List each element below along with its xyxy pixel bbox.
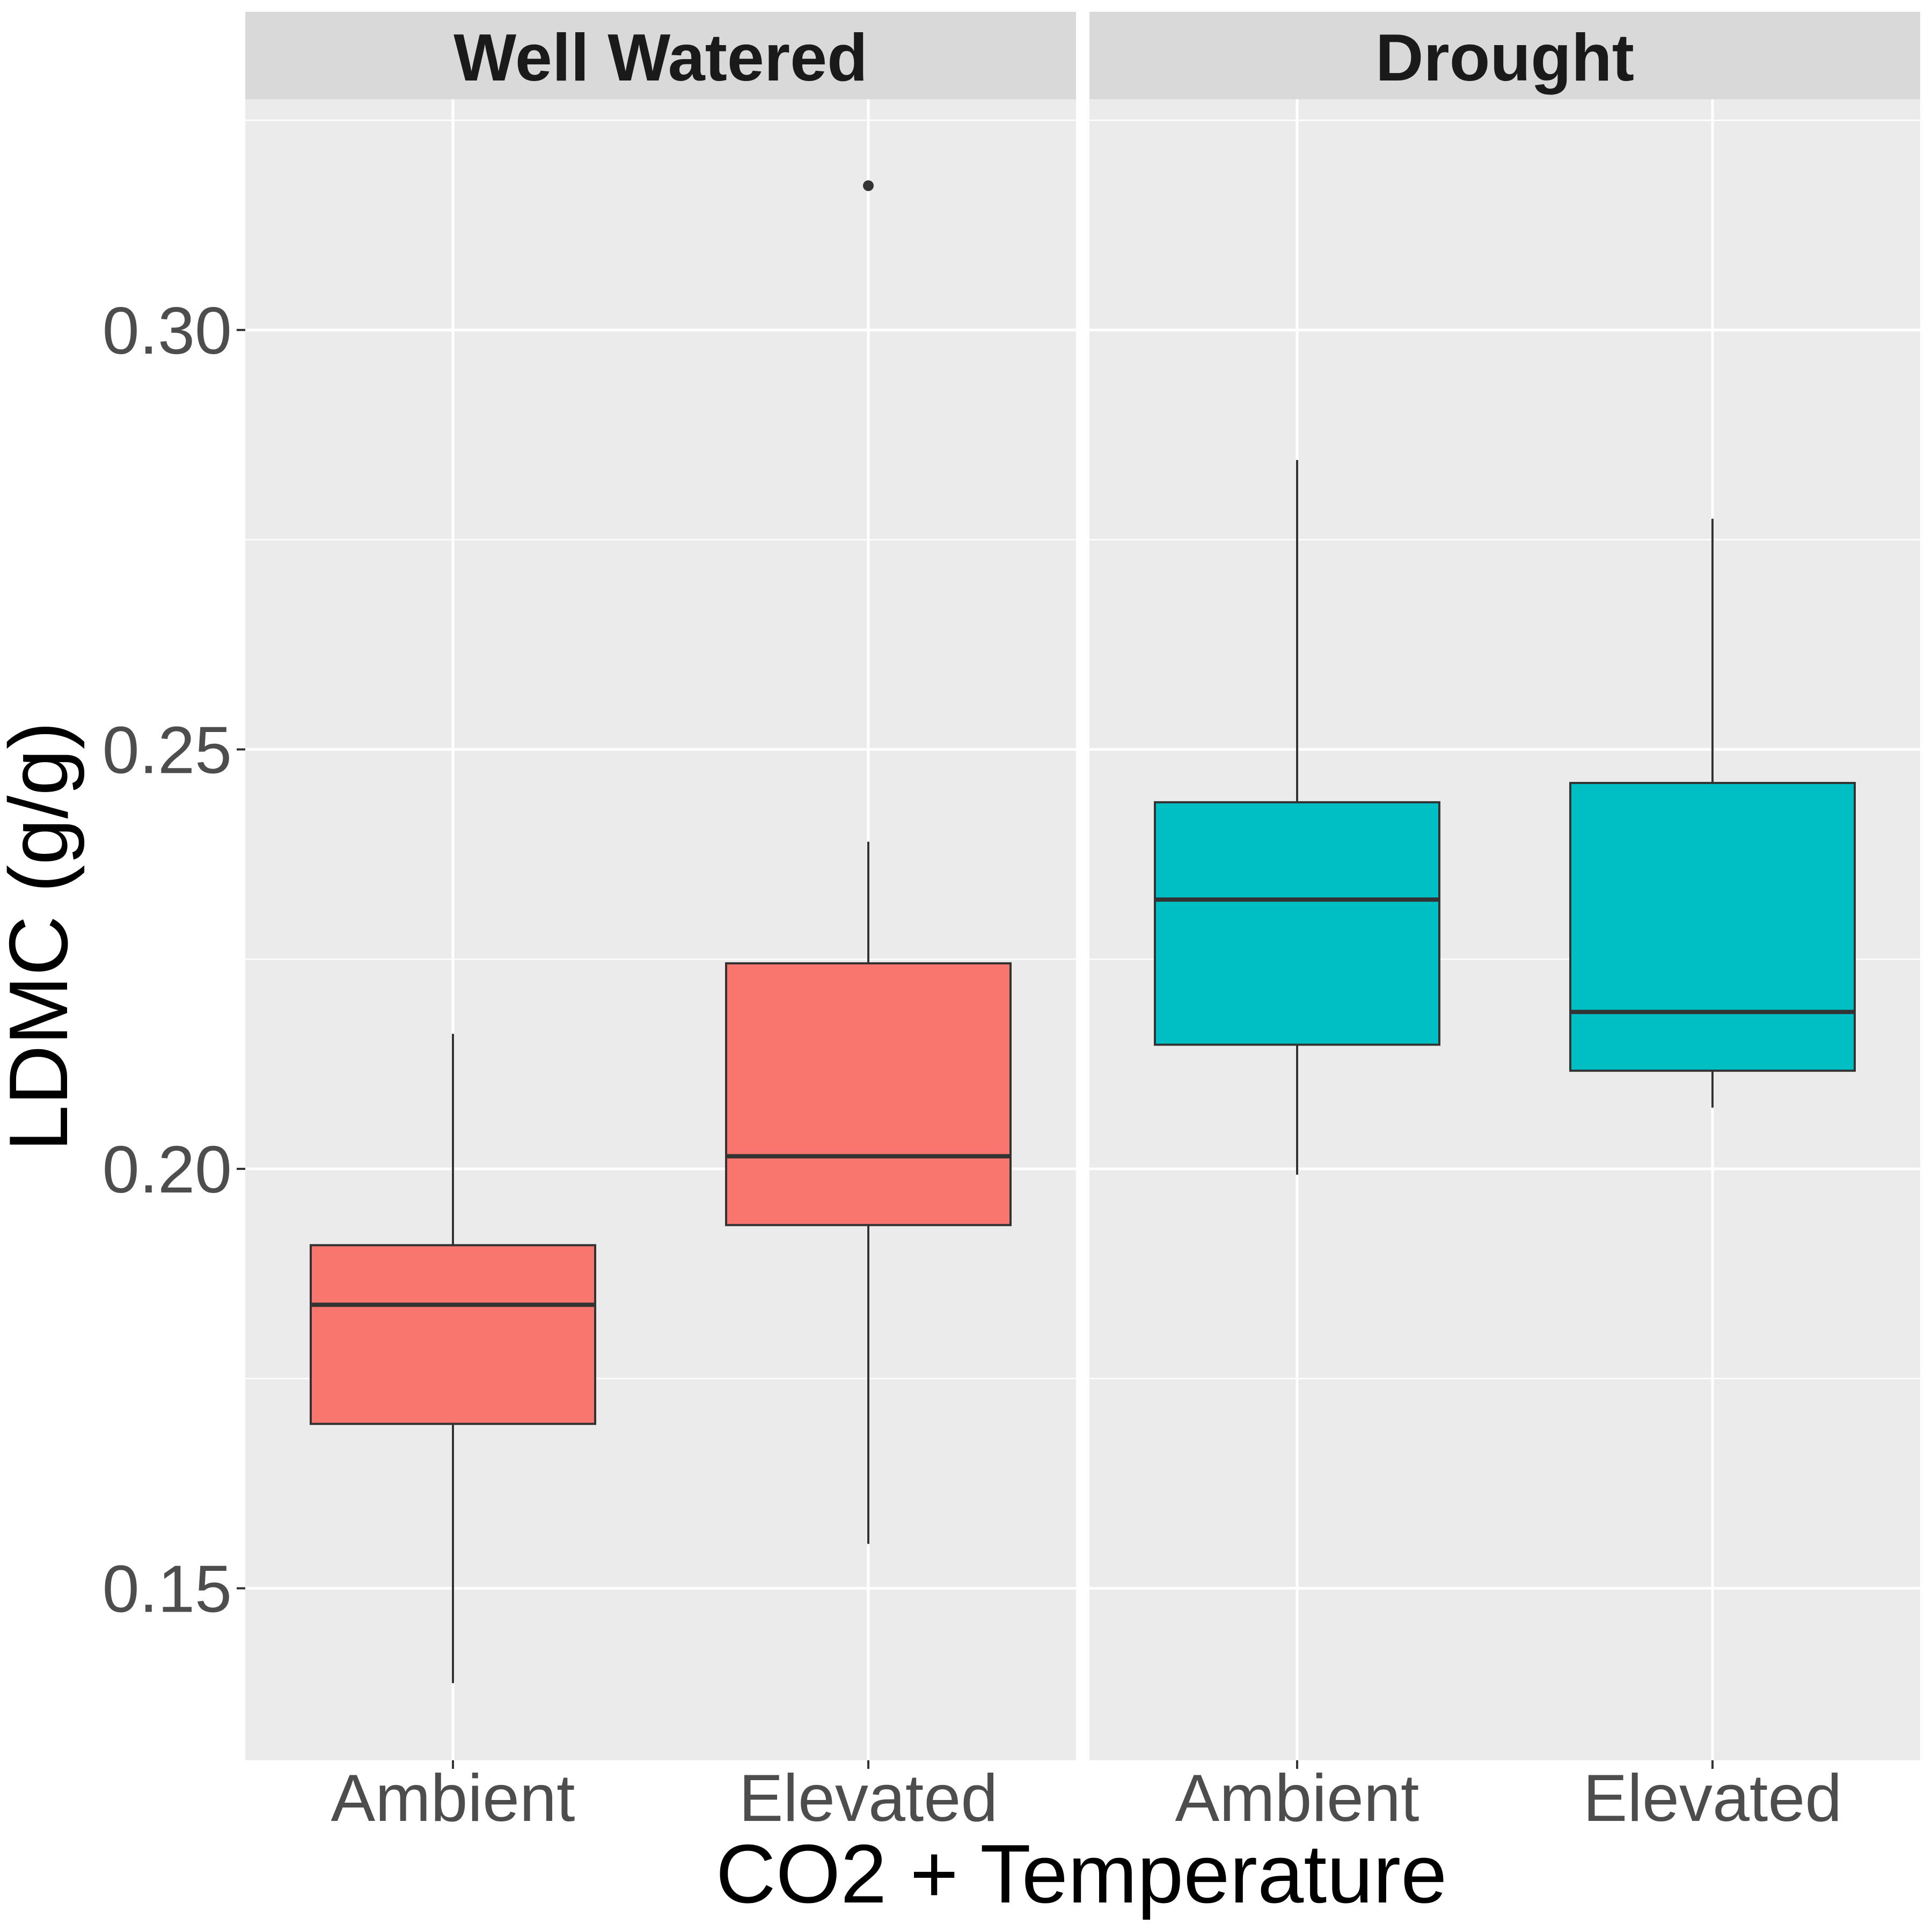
facet-strip	[245, 12, 1076, 99]
facet-strip-label: Drought	[1375, 21, 1634, 95]
x-axis-title: CO2 + Temperature	[716, 1827, 1447, 1920]
boxplot-elevated	[725, 180, 1012, 1544]
y-tick-label: 0.30	[103, 294, 232, 368]
x-tick-label: Elevated	[1583, 1761, 1842, 1835]
boxplot-elevated	[1569, 518, 1856, 1108]
y-axis: 0.15 0.20 0.25 0.30	[103, 294, 245, 1627]
y-tick-label: 0.15	[103, 1553, 232, 1627]
boxplot-ambient	[310, 1034, 596, 1684]
x-tick-label: Ambient	[1175, 1761, 1419, 1835]
outlier-point	[863, 180, 874, 192]
y-tick-label: 0.20	[103, 1133, 232, 1207]
box-iqr	[725, 962, 1012, 1226]
box-iqr	[1154, 801, 1440, 1046]
x-axis: Ambient Elevated Ambient Elevated	[331, 1760, 1842, 1835]
panel-background	[245, 99, 1076, 1760]
facet-panel: Drought	[1089, 12, 1920, 1760]
x-tick-label: Elevated	[739, 1761, 998, 1835]
facet-panel: Well Watered	[245, 12, 1076, 1760]
y-axis-title: LDMC (g/g)	[0, 722, 85, 1152]
box-iqr	[310, 1244, 596, 1425]
panels-layer: Well Watered Drought	[245, 12, 1920, 1760]
facet-strip	[1089, 12, 1920, 99]
y-tick-label: 0.25	[103, 713, 232, 787]
box-iqr	[1569, 781, 1856, 1072]
boxplot-ambient	[1154, 460, 1440, 1175]
x-tick-label: Ambient	[331, 1761, 575, 1835]
facet-strip-label: Well Watered	[453, 21, 868, 95]
